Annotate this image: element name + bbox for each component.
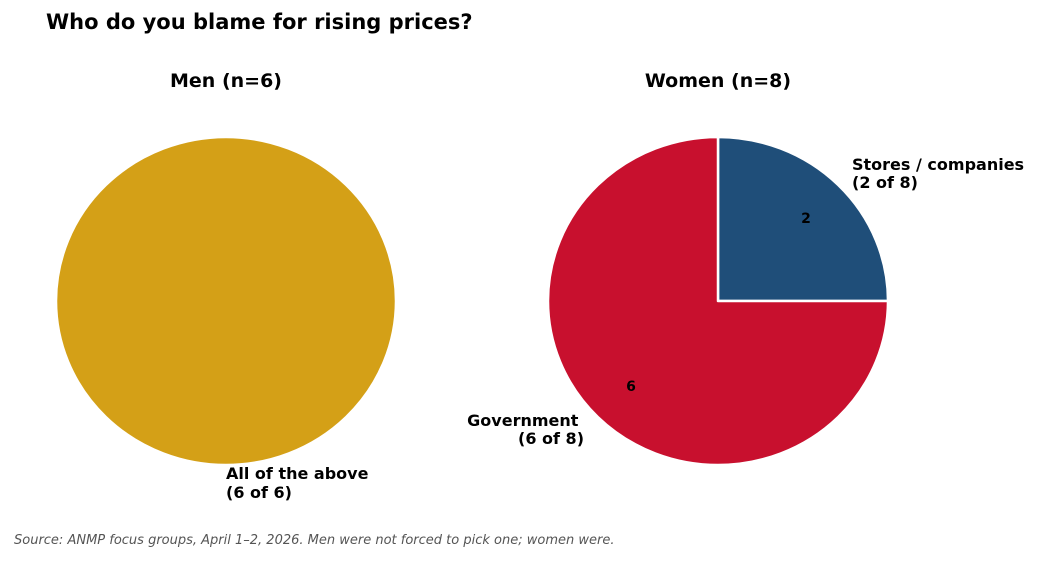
pie-men-slices bbox=[54, 135, 398, 467]
pie-women-label-stores-count: (2 of 8) bbox=[852, 173, 918, 192]
source-note: Source: ANMP focus groups, April 1–2, 20… bbox=[14, 533, 614, 548]
pie-women-slices bbox=[546, 135, 890, 467]
pie-men-slice-label-count: (6 of 6) bbox=[226, 483, 292, 502]
pie-women-slice-stores-companies bbox=[716, 135, 890, 303]
page-title: Who do you blame for rising prices? bbox=[46, 10, 473, 34]
pie-women-value-stores: 2 bbox=[801, 211, 811, 227]
pie-men-title: Men (n=6) bbox=[170, 70, 282, 92]
pie-men: Men (n=6) All of the above (6 of 6) bbox=[54, 70, 398, 502]
pie-women-value-government: 6 bbox=[626, 379, 636, 395]
pie-men-slice-all-of-the-above bbox=[54, 135, 398, 467]
pie-women-label-stores-name: Stores / companies bbox=[852, 155, 1024, 174]
pie-women-label-government-name: Government bbox=[467, 411, 579, 430]
pie-men-slice-label: All of the above (6 of 6) bbox=[226, 464, 374, 502]
pie-women-label-stores: Stores / companies (2 of 8) bbox=[852, 155, 1030, 192]
pie-women-title: Women (n=8) bbox=[645, 70, 791, 92]
pie-women: Women (n=8) 2 6 Stores / companies (2 of… bbox=[467, 70, 1030, 467]
pie-women-slice-government bbox=[546, 135, 890, 467]
pie-women-label-government-count: (6 of 8) bbox=[518, 429, 584, 448]
pie-women-label-government: Government (6 of 8) bbox=[467, 411, 584, 448]
pie-men-slice-label-name: All of the above bbox=[226, 464, 369, 483]
